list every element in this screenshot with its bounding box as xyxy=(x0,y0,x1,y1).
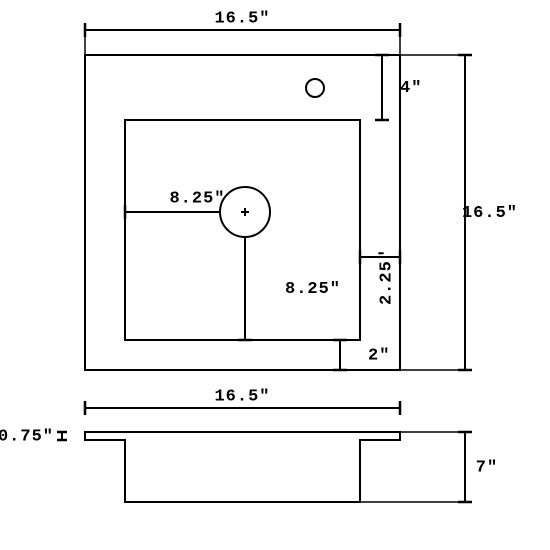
dimension-label: 16.5" xyxy=(214,9,270,28)
dimension-diagram: 16.5" 16.5" 4" 8.25" 8.25" 2.25" 2" 16.5" 0.75" 7… xyxy=(0,0,550,550)
dimension-label: 16.5" xyxy=(214,387,270,406)
dimension-label: 0.75" xyxy=(0,427,54,446)
dimension-label: 2" xyxy=(368,346,390,365)
dimension-label: 16.5" xyxy=(462,204,518,223)
dimension-label: 8.25" xyxy=(285,280,341,299)
dimension-label: 7" xyxy=(476,458,498,477)
dimension-label: 8.25" xyxy=(169,189,225,208)
dimension-label: 2.25" xyxy=(377,249,396,305)
dimension-label: 4" xyxy=(400,79,422,98)
